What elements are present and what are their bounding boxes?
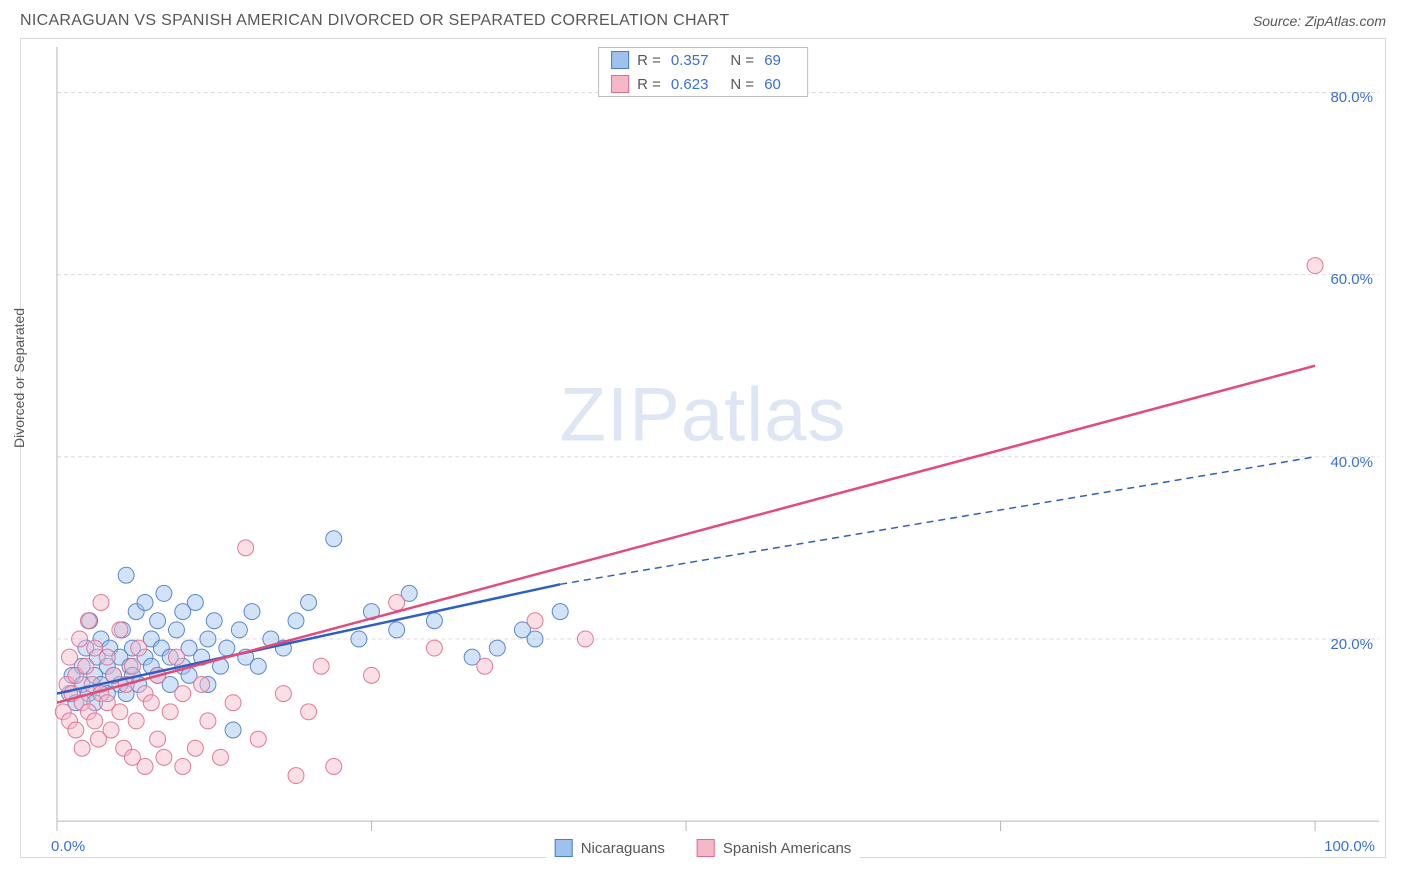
legend-item-nicaraguans: Nicaraguans: [555, 839, 665, 857]
series-legend: Nicaraguans Spanish Americans: [547, 837, 860, 859]
legend-label-spanish: Spanish Americans: [723, 840, 851, 857]
r-label: R =: [637, 52, 661, 69]
x-tick-100: 100.0%: [1324, 838, 1375, 855]
scatter-chart: [21, 39, 1385, 857]
swatch-nicaraguans-icon: [555, 839, 573, 857]
n-value-spanish: 60: [764, 76, 781, 93]
n-label: N =: [730, 52, 754, 69]
y-tick-80: 80.0%: [1330, 89, 1373, 106]
swatch-spanish-icon: [697, 839, 715, 857]
x-tick-0: 0.0%: [51, 838, 85, 855]
n-label: N =: [730, 76, 754, 93]
chart-container: Divorced or Separated ZIPatlas R = 0.357…: [20, 38, 1386, 858]
r-label: R =: [637, 76, 661, 93]
n-value-nicaraguans: 69: [764, 52, 781, 69]
y-axis-label: Divorced or Separated: [11, 308, 27, 448]
legend-row-spanish: R = 0.623 N = 60: [599, 72, 807, 96]
y-tick-40: 40.0%: [1330, 454, 1373, 471]
chart-header: NICARAGUAN VS SPANISH AMERICAN DIVORCED …: [0, 0, 1406, 38]
legend-row-nicaraguans: R = 0.357 N = 69: [599, 48, 807, 72]
r-value-nicaraguans: 0.357: [671, 52, 709, 69]
legend-item-spanish: Spanish Americans: [697, 839, 851, 857]
y-tick-60: 60.0%: [1330, 271, 1373, 288]
swatch-spanish: [611, 75, 629, 93]
swatch-nicaraguans: [611, 51, 629, 69]
source-label: Source: ZipAtlas.com: [1253, 13, 1386, 29]
r-value-spanish: 0.623: [671, 76, 709, 93]
legend-label-nicaraguans: Nicaraguans: [581, 840, 665, 857]
y-tick-20: 20.0%: [1330, 636, 1373, 653]
correlation-legend: R = 0.357 N = 69 R = 0.623 N = 60: [598, 47, 808, 97]
chart-title: NICARAGUAN VS SPANISH AMERICAN DIVORCED …: [20, 12, 729, 30]
